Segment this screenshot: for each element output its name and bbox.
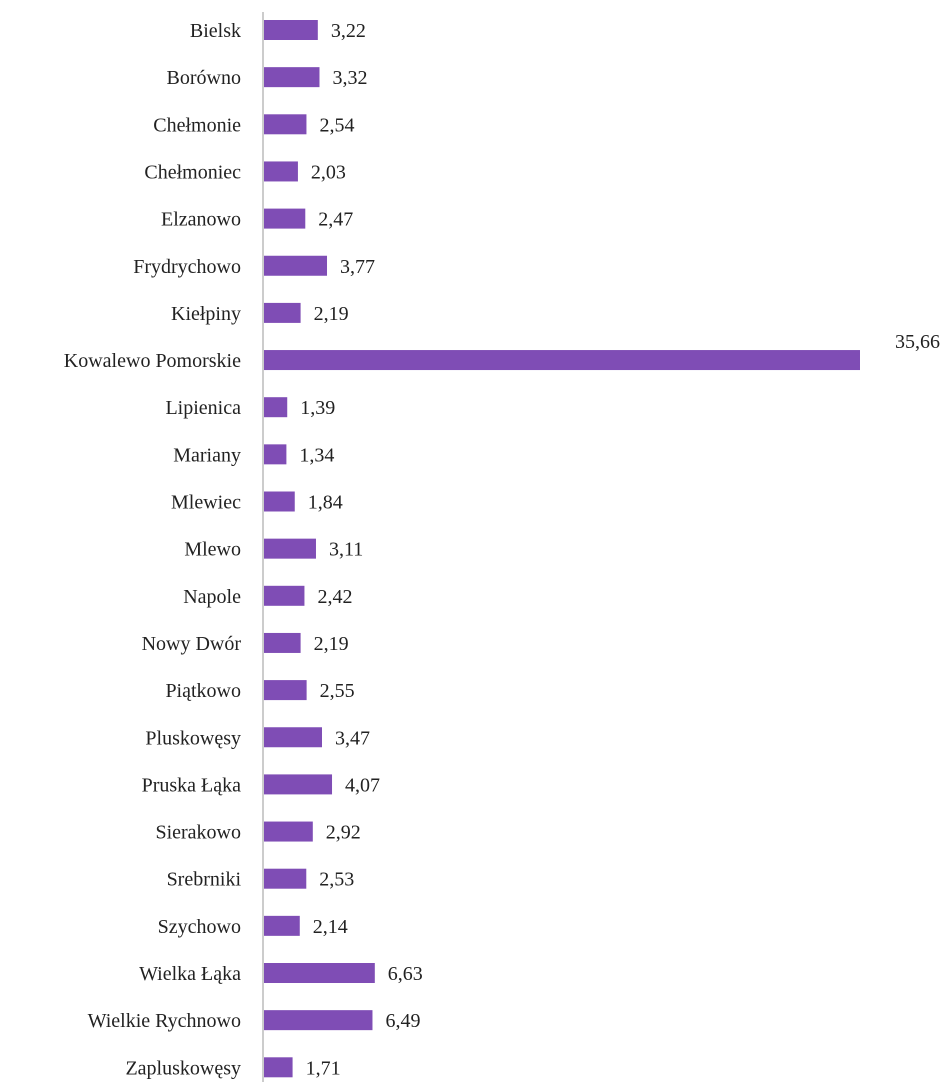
category-label: Mlewiec xyxy=(171,492,241,514)
bar xyxy=(264,1010,373,1031)
bar xyxy=(264,538,316,559)
value-label: 3,11 xyxy=(329,539,363,561)
bar xyxy=(264,397,288,418)
category-label: Sierakowo xyxy=(155,822,241,844)
bar xyxy=(264,208,306,229)
category-label: Pruska Łąka xyxy=(142,774,242,796)
value-label: 6,49 xyxy=(385,1010,420,1032)
bar xyxy=(264,444,287,465)
value-label: 1,39 xyxy=(300,397,335,419)
category-label: Chełmonie xyxy=(153,114,241,136)
value-label: 2,42 xyxy=(317,586,352,608)
category-label: Mariany xyxy=(173,444,241,466)
bar xyxy=(264,20,318,40)
value-labels-group: 3,22 3,32 2,54 2,03 2,47 3,77 2,19 35,66 1,39 1,3… xyxy=(299,20,940,1079)
category-label: Wielkie Rychnowo xyxy=(88,1010,241,1032)
value-label: 1,71 xyxy=(306,1057,341,1079)
category-label: Chełmoniec xyxy=(144,161,241,183)
value-label: 2,55 xyxy=(320,680,355,702)
category-label: Piątkowo xyxy=(165,680,241,702)
bar xyxy=(264,680,307,701)
category-label: Zapluskowęsy xyxy=(125,1057,241,1079)
bar xyxy=(264,963,375,983)
category-label: Pluskowęsy xyxy=(145,727,241,749)
value-label: 3,77 xyxy=(340,256,375,278)
bar xyxy=(264,255,328,276)
category-label: Napole xyxy=(183,586,241,608)
value-label: 2,19 xyxy=(314,303,349,325)
category-label: Elzanowo xyxy=(161,209,241,231)
bar xyxy=(264,727,322,748)
bar xyxy=(264,67,320,88)
category-label: Mlewo xyxy=(184,539,241,561)
value-label: 2,03 xyxy=(311,161,346,183)
category-labels-group: Bielsk Borówno Chełmonie Chełmoniec Elzanowo… xyxy=(64,20,242,1079)
bar xyxy=(264,585,305,606)
category-label: Frydrychowo xyxy=(133,256,241,278)
bar xyxy=(264,114,307,135)
bar xyxy=(264,161,298,182)
value-label: 4,07 xyxy=(345,774,380,796)
value-label: 35,66 xyxy=(895,331,940,353)
bar xyxy=(264,915,300,936)
category-label: Srebrniki xyxy=(167,869,242,891)
category-label: Bielsk xyxy=(190,20,241,42)
bar xyxy=(264,350,860,371)
value-label: 3,22 xyxy=(331,20,366,42)
category-label: Borówno xyxy=(167,67,241,89)
value-label: 2,47 xyxy=(318,209,353,231)
value-label: 3,47 xyxy=(335,727,370,749)
value-label: 2,14 xyxy=(313,916,348,938)
value-label: 2,92 xyxy=(326,822,361,844)
value-label: 2,19 xyxy=(314,633,349,655)
bar xyxy=(264,1057,293,1078)
bar xyxy=(264,302,301,323)
value-label: 2,54 xyxy=(319,114,354,136)
value-label: 3,32 xyxy=(332,67,367,89)
bar xyxy=(264,868,307,889)
category-label: Szychowo xyxy=(158,916,241,938)
category-label: Kiełpiny xyxy=(171,303,241,325)
category-label: Wielka Łąka xyxy=(139,963,241,985)
bar xyxy=(264,821,313,842)
value-label: 6,63 xyxy=(388,963,423,985)
value-label: 2,53 xyxy=(319,869,354,891)
bar xyxy=(264,774,333,795)
category-label: Nowy Dwór xyxy=(142,633,242,655)
value-label: 1,84 xyxy=(308,492,343,514)
bar xyxy=(264,491,295,512)
bar xyxy=(264,632,301,653)
bars-group xyxy=(264,20,860,1078)
category-label: Kowalewo Pomorskie xyxy=(64,350,241,372)
value-label: 1,34 xyxy=(299,444,334,466)
category-label: Lipienica xyxy=(165,397,241,419)
